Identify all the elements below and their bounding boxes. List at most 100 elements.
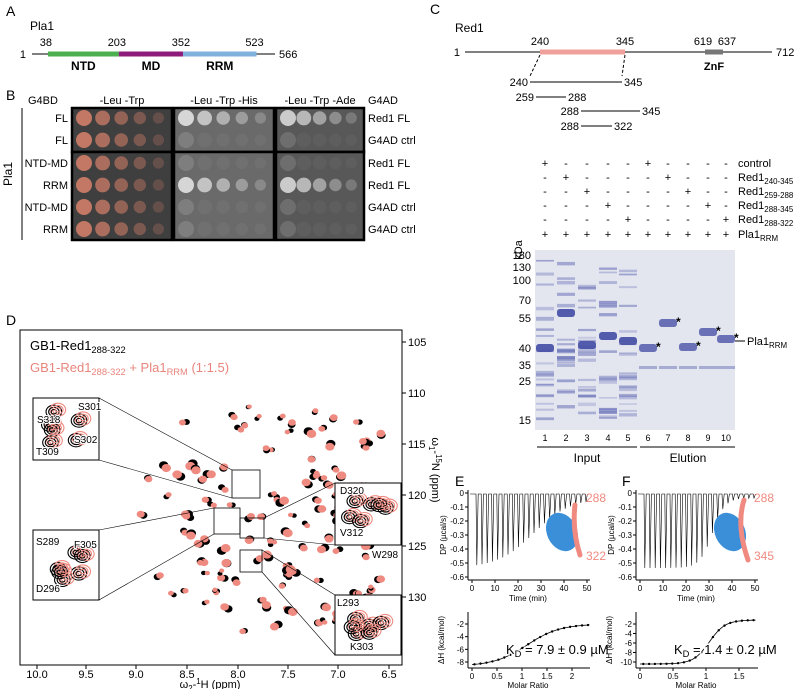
- lane-sign: -: [706, 158, 710, 170]
- lane-sign: -: [564, 186, 568, 198]
- yeast-spot: [95, 199, 111, 215]
- group-label: Elution: [670, 451, 707, 465]
- band: [717, 335, 735, 343]
- band: [639, 344, 657, 352]
- yeast-spot: [312, 178, 327, 192]
- band-label: Pla1RRM: [747, 336, 787, 350]
- lane-sign: +: [605, 200, 611, 212]
- legend-label: GB1-Red1288-322: [30, 338, 126, 355]
- peak: [239, 628, 246, 635]
- itc-point: [485, 661, 488, 664]
- contour: [381, 618, 389, 624]
- itc-point: [694, 656, 697, 659]
- band: [536, 373, 554, 376]
- construct-end: 345: [642, 106, 660, 118]
- x-tick-label: 8.5: [179, 669, 194, 681]
- band: [536, 402, 554, 405]
- band: [557, 390, 575, 394]
- band: [599, 301, 617, 305]
- residue-label: S301: [78, 402, 102, 413]
- lane-sign: -: [626, 186, 630, 198]
- x-tick-label: 1.5: [541, 672, 553, 681]
- itc-point: [676, 661, 680, 665]
- construct-start: 259: [516, 92, 534, 104]
- lane-sign: -: [706, 172, 710, 184]
- y-tick-label: -0.1: [618, 503, 632, 512]
- lane-sign: -: [666, 158, 670, 170]
- band: [557, 338, 575, 341]
- band-label-part: Pla1: [747, 336, 769, 348]
- peak: [198, 475, 208, 483]
- x-tick-label: 30: [537, 584, 546, 593]
- lane-sign: -: [686, 158, 690, 170]
- peak: [316, 545, 327, 554]
- asterisk: *: [656, 340, 661, 354]
- axis-label: DP (µcal/s): [439, 515, 448, 555]
- band: [536, 344, 554, 352]
- y-tick-label: -8: [457, 658, 465, 667]
- axis-label-part: 1: [427, 446, 436, 451]
- axis-label: Time (min): [677, 594, 715, 603]
- itc-point: [653, 662, 657, 666]
- peak: [191, 466, 201, 475]
- band: [659, 319, 677, 327]
- construct-start: 288: [561, 106, 579, 118]
- contour: [356, 511, 373, 527]
- peak: [312, 408, 319, 414]
- lane-sign: +: [645, 229, 651, 241]
- itc-point: [665, 662, 668, 666]
- lane-sign: +: [665, 172, 671, 184]
- peak: [285, 571, 293, 578]
- band: [578, 358, 596, 362]
- domain: [182, 51, 257, 57]
- row-label: G4AD ctrl: [368, 224, 416, 236]
- band: [619, 403, 637, 405]
- y-tick-label: -0.3: [618, 531, 632, 540]
- peak: [359, 438, 367, 445]
- band: [619, 352, 637, 356]
- yeast-spot: [133, 222, 147, 236]
- contour: [364, 623, 382, 638]
- peak: [217, 574, 226, 582]
- lane-sign: -: [724, 186, 728, 198]
- axis-label: DP (µcal/s): [607, 515, 616, 555]
- legend-label: Pla1RRM: [738, 229, 778, 243]
- yeast-spot: [114, 133, 129, 147]
- yeast-spot: [133, 200, 147, 214]
- y-tick-label: -2: [625, 620, 633, 629]
- position: 619: [694, 36, 712, 48]
- x-tick-label: 40: [728, 584, 737, 593]
- yeast-spot: [152, 112, 165, 124]
- y-tick-label: -0.4: [618, 545, 632, 554]
- yeast-spot: [312, 200, 327, 214]
- yeast-spot: [152, 223, 165, 235]
- panel-letter: B: [6, 87, 15, 103]
- itc-point: [647, 662, 651, 666]
- itc-trace: [638, 493, 756, 569]
- yeast-spot: [345, 112, 357, 124]
- band: [619, 286, 637, 289]
- peak: [376, 429, 386, 438]
- x-tick-label: 1: [704, 672, 709, 681]
- peak: [220, 544, 231, 553]
- position: 352: [172, 37, 190, 49]
- yeast-spot: [216, 222, 231, 236]
- kd-label-part: D: [515, 649, 522, 659]
- peak: [261, 601, 271, 609]
- yeast-spot: [152, 201, 165, 213]
- contour: [360, 625, 378, 640]
- band: [557, 405, 575, 409]
- band: [619, 374, 637, 378]
- itc-point: [586, 623, 590, 627]
- peak: [167, 590, 174, 596]
- yeast-spot: [178, 110, 194, 126]
- domain-label: MD: [142, 59, 161, 73]
- peak: [210, 502, 217, 508]
- row-label: Red1 FL: [368, 113, 410, 125]
- band: [536, 283, 554, 286]
- yeast-spot: [216, 133, 231, 147]
- x-tick-label: 20: [514, 584, 523, 593]
- peak: [219, 568, 225, 573]
- itc-point: [544, 632, 548, 636]
- band: [536, 316, 554, 320]
